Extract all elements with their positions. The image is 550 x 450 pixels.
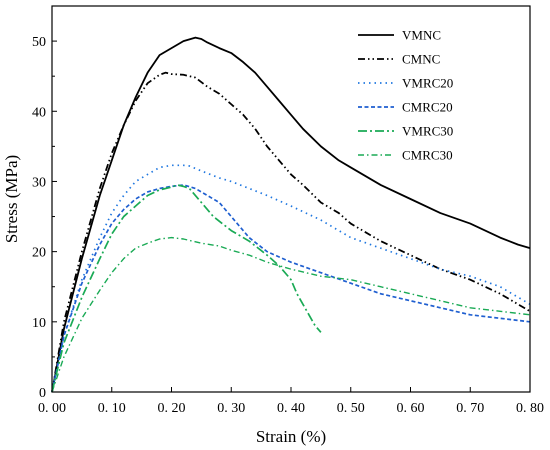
series-line-vmrc20 [51,164,531,393]
legend-label-cmrc30: CMRC30 [402,148,453,163]
y-tick-label: 0 [39,386,46,401]
series-line-cmrc30 [51,236,531,393]
x-tick-label: 0. 00 [38,401,66,416]
y-tick-label: 20 [32,246,46,261]
plot-frame [51,5,531,393]
y-tick-label: 50 [32,35,46,50]
x-tick-label: 0. 60 [397,401,425,416]
series-line-vmnc [51,36,531,393]
series-line-cmrc20 [51,184,531,393]
x-tick-label: 0. 70 [456,401,484,416]
legend-label-vmrc20: VMRC20 [402,76,453,91]
legend-label-vmnc: VMNC [402,28,441,43]
y-tick-label: 10 [32,316,46,331]
series-line-vmrc30 [51,184,322,393]
x-tick-label: 0. 20 [158,401,186,416]
y-axis-title: Stress (MPa) [2,155,21,243]
legend-label-cmnc: CMNC [402,52,440,67]
x-tick-label: 0. 30 [217,401,245,416]
x-axis-title: Strain (%) [256,427,326,446]
x-tick-label: 0. 40 [277,401,305,416]
ticks-layer: 0. 00 0. 10 0. 20 0. 30 0. 40 0. 50 0. 60 0. 70… [32,35,544,416]
x-tick-label: 0. 50 [337,401,365,416]
series-layer [51,36,531,393]
y-tick-label: 40 [32,105,46,120]
y-tick-label: 30 [32,175,46,190]
legend-label-vmrc30: VMRC30 [402,124,453,139]
series-line-cmnc [51,71,531,393]
x-tick-label: 0. 10 [98,401,126,416]
legend-label-cmrc20: CMRC20 [402,100,453,115]
legend: VMNC CMNC VMRC20 CMRC20 VMRC30 CMRC30 [358,28,453,163]
x-tick-label: 0. 80 [516,401,544,416]
